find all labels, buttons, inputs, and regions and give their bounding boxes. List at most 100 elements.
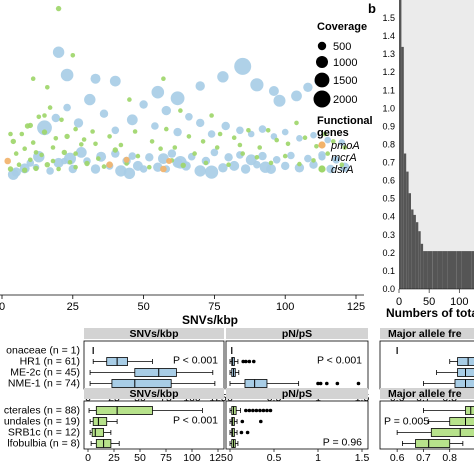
facet-x-tick-label: 0.5 <box>267 452 282 464</box>
facet-title: Major allele fre <box>388 388 462 400</box>
histogram-bar <box>415 222 419 289</box>
box-outlier <box>254 408 259 413</box>
box-iqr <box>92 417 108 426</box>
facet-strip <box>226 328 368 339</box>
box-iqr <box>134 368 177 377</box>
histogram-y-ticks: 0.0 0.1 0.2 0.3 0.4 0.5 0.6 0.7 0.8 0.9 1.0 1.1 1.2 1… <box>382 13 395 294</box>
scatter-point-mcrA <box>126 114 138 126</box>
scatter-point-dsrA <box>13 151 19 156</box>
box-iqr <box>95 406 153 415</box>
scatter-x-tick-label: 100 <box>276 301 294 313</box>
scatter-point-dsrA <box>10 138 16 145</box>
scatter-point-dsrA <box>19 131 25 137</box>
scatter-point-dsrA <box>127 97 132 102</box>
box-outlier <box>265 408 269 413</box>
scatter-point-mcrA <box>46 167 54 175</box>
scatter-point-mcrA <box>51 113 60 123</box>
coverage-legend-title: Coverage <box>317 21 367 33</box>
histogram-bar <box>452 251 457 289</box>
box-outlier <box>316 381 320 386</box>
scatter-point-dsrA <box>147 164 152 170</box>
scatter-point-dsrA <box>101 164 107 169</box>
facet-title: Major allele fre <box>388 328 462 340</box>
facet-x-tick-label: 100 <box>183 452 201 464</box>
scatter-point-dsrA <box>81 137 87 142</box>
scatter-point-dsrA <box>84 160 90 167</box>
box-iqr <box>415 439 451 448</box>
scatter-point-mcrA <box>145 153 154 162</box>
scatter-point-dsrA <box>297 161 302 167</box>
scatter-point-mcrA <box>258 125 267 133</box>
scatter-point-dsrA <box>203 160 209 166</box>
scatter-point-dsrA <box>33 150 39 155</box>
facet-annotation: P < 0.001 <box>317 355 362 367</box>
scatter-point-dsrA <box>90 129 95 134</box>
facet-x-tick-label: 0.8 <box>442 452 457 464</box>
scatter-point-mcrA <box>270 133 278 140</box>
box-outlier <box>356 381 361 386</box>
histogram-bar <box>413 214 416 289</box>
gene-legend-title-line1: Functional <box>317 115 373 127</box>
scatter-point-mcrA <box>303 82 313 93</box>
scatter-x-ticks: 0 25 50 75 100 125 <box>0 295 365 313</box>
scatter-point-dsrA <box>135 153 141 159</box>
box-outlier <box>245 430 250 435</box>
scatter-point-pmoA <box>160 165 167 173</box>
scatter-point-dsrA <box>285 141 291 147</box>
histogram-x-ticks: 0 50 100 <box>396 289 468 308</box>
facet-annotation: P < 0.001 <box>173 355 218 367</box>
scatter-point-mcrA <box>151 85 165 99</box>
facet-x-tick-label: 1.5 <box>355 452 370 464</box>
gene-legend-label-mcrA: mcrA <box>331 152 357 164</box>
box-outlier <box>247 408 252 413</box>
scatter-point-mcrA <box>196 118 205 128</box>
scatter-point-dsrA <box>30 140 36 145</box>
scatter-point-dsrA <box>79 142 84 147</box>
scatter-x-tick-label: 75 <box>208 301 220 313</box>
histogram-bars <box>399 0 474 290</box>
scatter-x-tick-label: 25 <box>67 301 79 313</box>
histogram-y-tick-label: 0.8 <box>382 139 395 149</box>
scatter-point-dsrA <box>45 85 50 90</box>
scatter-point-mcrA <box>224 153 233 162</box>
histogram-x-tick-label: 100 <box>450 296 468 308</box>
scatter-point-dsrA <box>192 151 197 156</box>
box-outlier <box>318 381 323 386</box>
scatter-point-dsrA <box>73 164 78 170</box>
facet-title: SNVs/kbp <box>129 328 178 340</box>
histogram-y-tick-label: 1.4 <box>382 31 395 41</box>
scatter-point-dsrA <box>217 131 223 137</box>
facet-annotation: P = 0.005 <box>384 416 429 428</box>
facet-x-tick-label: 0.7 <box>416 452 431 464</box>
box-outlier <box>335 381 340 386</box>
scatter-point-mcrA <box>326 164 335 174</box>
scatter-x-label: SNVs/kbp <box>182 313 238 327</box>
scatter-point-mcrA <box>304 154 312 163</box>
scatter-point-dsrA <box>93 141 98 147</box>
group-label: lfobulbia (n = 8) <box>7 438 80 450</box>
scatter-point-mcrA <box>217 71 229 83</box>
histogram-bar <box>411 209 414 289</box>
scatter-point-mcrA <box>273 94 286 107</box>
histogram-bar <box>406 171 409 289</box>
scatter-x-tick-label: 125 <box>347 301 365 313</box>
scatter-point-mcrA <box>218 163 228 173</box>
scatter-point-mcrA <box>84 93 96 106</box>
histogram-x-tick-label: 0 <box>396 296 402 308</box>
scatter-point-mcrA <box>167 149 177 158</box>
scatter-plot: 0 25 50 75 100 125 SNVs/kbp <box>0 5 365 327</box>
histogram-y-tick-label: 0.9 <box>382 121 395 131</box>
scatter-point-dsrA <box>7 166 14 172</box>
box-iqr <box>244 379 268 388</box>
scatter-point-dsrA <box>172 145 178 150</box>
facet-strip <box>380 328 474 339</box>
scatter-point-dsrA <box>50 158 56 164</box>
box-iqr <box>111 379 172 388</box>
scatter-point-dsrA <box>107 134 112 139</box>
histogram-y-tick-label: 0.6 <box>382 176 395 186</box>
scatter-point-dsrA <box>237 142 243 148</box>
scatter-point-mcrA <box>90 73 101 84</box>
facet-strip <box>84 388 224 399</box>
